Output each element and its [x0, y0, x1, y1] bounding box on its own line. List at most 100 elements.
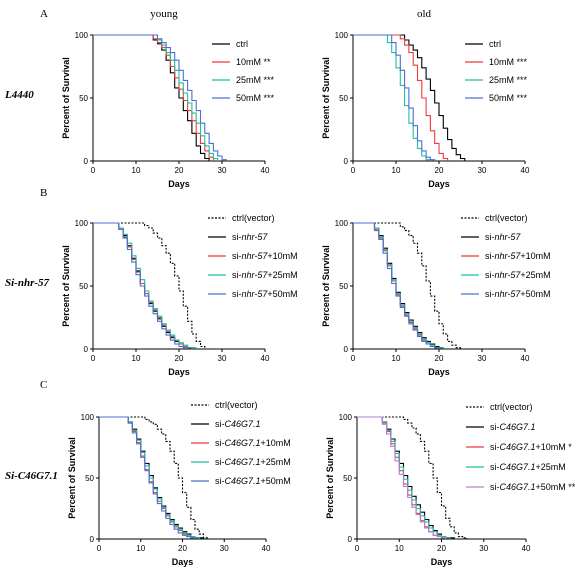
- x-tick-label: 10: [392, 354, 401, 363]
- legend-text-part: 10mM: [489, 57, 514, 67]
- x-tick-label: 0: [97, 544, 102, 553]
- legend-text-part: 10mM: [236, 57, 261, 67]
- legend-text-part: ctrl: [236, 39, 248, 49]
- legend-entry: si-C46G7.1: [215, 419, 261, 429]
- legend-entry: si-C46G7.1+10mM *: [490, 442, 572, 452]
- row-label-l4440: L4440: [4, 89, 34, 101]
- legend-entry: si-nhr-57: [232, 232, 268, 242]
- y-axis-label: Percent of Survival: [321, 245, 331, 327]
- series-line-3: [353, 34, 436, 161]
- series-line-2: [353, 34, 431, 161]
- legend-entry: 50mM ***: [489, 93, 528, 103]
- legend-entry: si-nhr-57+25mM: [232, 270, 298, 280]
- x-tick-label: 40: [521, 166, 530, 175]
- legend-entry: si-nhr-57+10mM: [485, 251, 551, 261]
- legend-text-part: si-: [490, 442, 500, 452]
- y-axis-label: Percent of Survival: [61, 57, 71, 139]
- legend-text-part: ctrl(vector): [485, 213, 528, 223]
- series-line-2: [357, 416, 447, 539]
- chart-B-old: 0 10 20 30 40 0 50 100 Days Percent of Survival ct…: [321, 213, 551, 377]
- series-line-1: [353, 34, 449, 161]
- legend-entry: ctrl(vector): [215, 400, 258, 410]
- series-line-2: [93, 34, 219, 161]
- legend-text-part: si-: [215, 438, 225, 448]
- legend-text-part: C46G7.1: [225, 457, 261, 467]
- legend-text-part: +10mM: [536, 442, 566, 452]
- series-line-1: [93, 34, 214, 161]
- legend-text-part: C46G7.1: [500, 482, 536, 492]
- y-tick-label: 50: [79, 282, 88, 291]
- legend-text-part: nhr-57: [242, 270, 269, 280]
- legend-text-part: C46G7.1: [500, 442, 536, 452]
- legend-text-part: si-: [485, 270, 495, 280]
- column-header-young: young: [150, 8, 178, 20]
- legend-text-part: nhr-57: [242, 232, 269, 242]
- x-tick-label: 0: [355, 544, 360, 553]
- legend-text-part: 50mM: [489, 93, 514, 103]
- y-axis-label: Percent of Survival: [321, 57, 331, 139]
- x-tick-label: 30: [220, 544, 229, 553]
- x-tick-label: 20: [175, 354, 184, 363]
- x-tick-label: 10: [392, 166, 401, 175]
- y-tick-label: 0: [84, 157, 89, 166]
- chart-C-old: 0 10 20 30 40 0 50 100 Days Percent of Survival ct…: [325, 402, 576, 567]
- series-line-4: [357, 416, 447, 539]
- legend-text-part: +25mM: [267, 270, 297, 280]
- legend-text-part: +50mM: [261, 476, 291, 486]
- legend-text-part: +25mM: [520, 270, 550, 280]
- x-axis-label: Days: [172, 557, 194, 567]
- y-tick-label: 50: [343, 474, 352, 483]
- legend-text-part: si-: [485, 251, 495, 261]
- series-line-0: [353, 34, 466, 161]
- legend-text-part: nhr-57: [495, 232, 522, 242]
- legend-text-part: nhr-57: [495, 289, 522, 299]
- series-line-1: [353, 222, 444, 349]
- legend-entry: 25mM ***: [489, 75, 528, 85]
- y-tick-label: 0: [344, 345, 349, 354]
- series-line-3: [93, 34, 227, 161]
- y-axis-label: Percent of Survival: [61, 245, 71, 327]
- series-line-4: [93, 222, 189, 349]
- x-tick-label: 20: [178, 544, 187, 553]
- y-tick-label: 50: [339, 94, 348, 103]
- legend-text-part: si-: [232, 232, 242, 242]
- x-tick-label: 20: [435, 354, 444, 363]
- x-tick-label: 20: [435, 166, 444, 175]
- legend-entry: si-C46G7.1+50mM **: [490, 482, 576, 492]
- significance-marker: ***: [514, 57, 528, 67]
- y-tick-label: 100: [335, 31, 349, 40]
- x-tick-label: 20: [437, 544, 446, 553]
- legend-text-part: nhr-57: [242, 289, 269, 299]
- panel-letter-a: A: [40, 8, 48, 20]
- legend-text-part: +50mM: [536, 482, 566, 492]
- legend-text-part: C46G7.1: [225, 419, 261, 429]
- legend-entry: si-C46G7.1+25mM: [490, 462, 566, 472]
- legend-entry: si-C46G7.1+10mM: [215, 438, 291, 448]
- y-tick-label: 50: [85, 474, 94, 483]
- legend-entry: ctrl(vector): [485, 213, 528, 223]
- row-label-si-nhr-57: Si-nhr-57: [5, 277, 50, 289]
- x-tick-label: 0: [351, 354, 356, 363]
- x-axis-label: Days: [168, 179, 190, 189]
- legend-text-part: +25mM: [536, 462, 566, 472]
- legend-text-part: ctrl(vector): [215, 400, 258, 410]
- significance-marker: ***: [514, 75, 528, 85]
- x-tick-label: 40: [261, 166, 270, 175]
- y-tick-label: 0: [348, 535, 353, 544]
- significance-marker: ***: [261, 75, 275, 85]
- x-tick-label: 30: [479, 544, 488, 553]
- legend-text-part: +10mM: [267, 251, 297, 261]
- series-line-0: [93, 34, 210, 161]
- legend-text-part: 50mM: [236, 93, 261, 103]
- x-tick-label: 40: [261, 354, 270, 363]
- row-label-si-c46g7-1: Si-C46G7.1: [5, 470, 58, 482]
- legend-entry: ctrl: [236, 39, 248, 49]
- x-tick-label: 10: [132, 354, 141, 363]
- legend-text-part: si-: [490, 462, 500, 472]
- legend-text-part: si-: [485, 232, 495, 242]
- y-tick-label: 100: [335, 219, 349, 228]
- y-axis-label: Percent of Survival: [325, 437, 335, 519]
- x-tick-label: 0: [91, 166, 96, 175]
- series-line-3: [357, 416, 451, 539]
